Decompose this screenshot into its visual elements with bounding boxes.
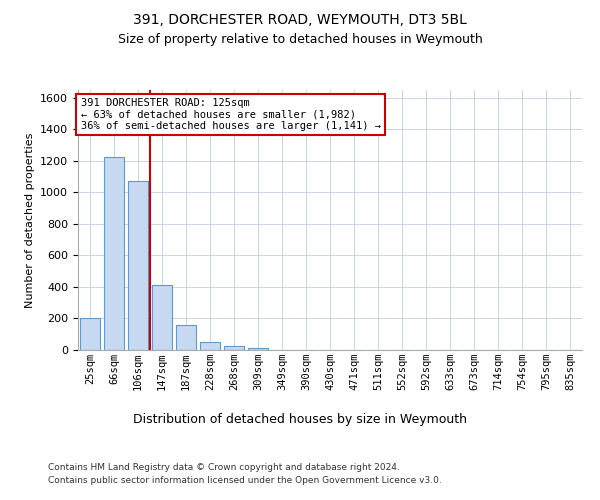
Text: 391, DORCHESTER ROAD, WEYMOUTH, DT3 5BL: 391, DORCHESTER ROAD, WEYMOUTH, DT3 5BL (133, 12, 467, 26)
Text: Contains HM Land Registry data © Crown copyright and database right 2024.: Contains HM Land Registry data © Crown c… (48, 462, 400, 471)
Text: Contains public sector information licensed under the Open Government Licence v3: Contains public sector information licen… (48, 476, 442, 485)
Bar (224, 346, 244, 350)
Bar (80, 318, 100, 350)
Bar (104, 157, 124, 350)
Text: Distribution of detached houses by size in Weymouth: Distribution of detached houses by size … (133, 412, 467, 426)
Bar (128, 180, 148, 350)
Text: 391 DORCHESTER ROAD: 125sqm
← 63% of detached houses are smaller (1,982)
36% of : 391 DORCHESTER ROAD: 125sqm ← 63% of det… (80, 98, 380, 131)
Bar (248, 348, 268, 350)
Y-axis label: Number of detached properties: Number of detached properties (25, 132, 35, 308)
Text: Size of property relative to detached houses in Weymouth: Size of property relative to detached ho… (118, 32, 482, 46)
Bar (176, 325, 196, 350)
Bar (200, 342, 220, 350)
Bar (152, 286, 172, 350)
